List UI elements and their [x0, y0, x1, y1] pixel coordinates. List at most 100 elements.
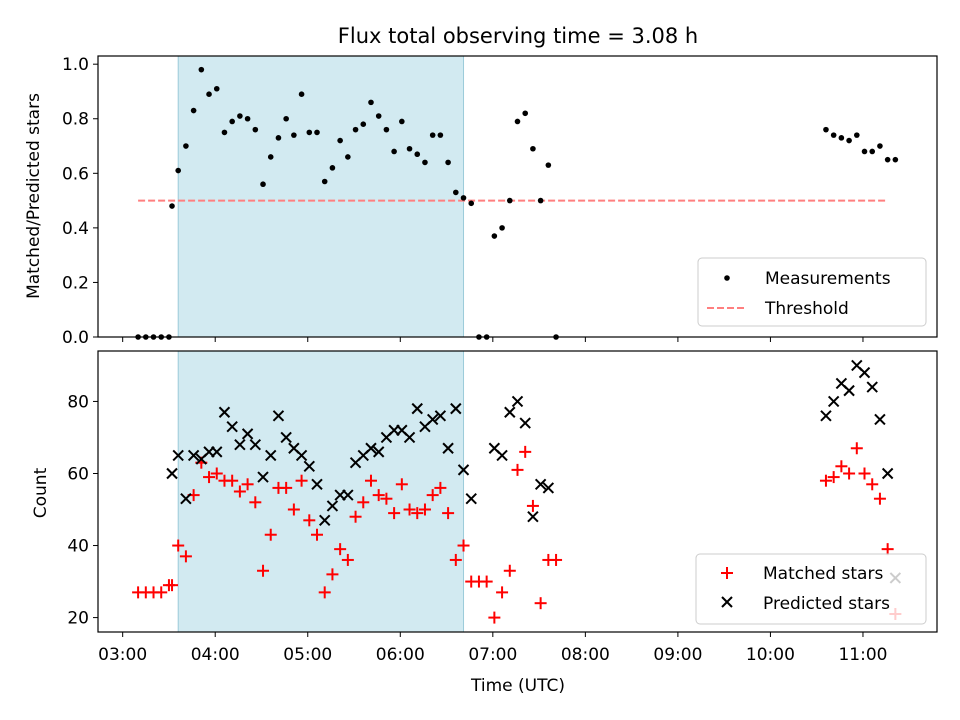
measurement-point	[329, 165, 336, 171]
predicted-star-marker	[519, 417, 531, 429]
predicted-star-marker	[450, 402, 462, 415]
y-tick-label: 60	[67, 464, 89, 484]
matched-star-marker	[249, 496, 262, 509]
bottom-x-ticks: 03:00 04:00 05:00 06:00 07:00 08:00 09:00 10:00…	[98, 632, 887, 665]
predicted-star-marker	[311, 478, 323, 491]
predicted-star-marker	[403, 431, 416, 444]
measurement-point	[830, 132, 837, 138]
predicted-star-marker	[218, 406, 231, 418]
predicted-star-marker	[342, 489, 354, 501]
bottom-axes-frame	[97, 350, 938, 633]
x-tick-label: 07:00	[468, 645, 517, 665]
predicted-star-marker	[511, 395, 524, 408]
matched-star-marker	[480, 575, 493, 588]
predicted-star-marker	[542, 482, 555, 494]
predicted-star-marker	[303, 460, 315, 472]
bottom-legend-box	[695, 553, 927, 625]
matched-star-marker	[264, 528, 277, 541]
legend-measurement-marker	[724, 275, 730, 281]
x-axis-label: Time (UTC)	[470, 676, 565, 696]
matched-star-marker	[843, 467, 856, 480]
measurement-point	[491, 233, 498, 239]
measurement-point	[545, 162, 552, 168]
matched-star-marker	[550, 553, 563, 566]
measurement-point	[368, 99, 374, 106]
predicted-star-marker	[527, 511, 539, 523]
measurement-point	[275, 135, 282, 141]
matched-star-marker	[295, 474, 308, 487]
predicted-star-marker	[843, 384, 855, 397]
measurement-point	[244, 115, 251, 122]
y-tick-label: 1.0	[62, 55, 89, 75]
matched-star-marker	[434, 481, 447, 494]
predicted-star-marker	[858, 366, 871, 379]
matched-star-marker	[172, 539, 185, 552]
measurement-point	[360, 121, 367, 128]
matched-star-marker	[449, 553, 462, 566]
chart-title: Flux total observing time = 3.08 h	[338, 24, 698, 48]
predicted-stars-markers	[166, 359, 902, 584]
measurement-point	[345, 154, 351, 160]
top-y-axis-label: Matched/Predicted stars	[24, 93, 44, 299]
matched-star-marker	[210, 467, 223, 480]
matched-star-marker	[233, 485, 246, 498]
legend-matched-marker	[721, 567, 733, 579]
matched-star-marker	[426, 489, 439, 502]
matched-star-marker	[388, 507, 401, 520]
top-shaded-region	[177, 55, 465, 338]
measurement-point	[453, 189, 459, 196]
measurement-point	[306, 129, 313, 136]
matched-star-marker	[203, 471, 216, 484]
matched-star-marker	[858, 467, 871, 480]
predicted-star-marker	[234, 438, 246, 451]
predicted-star-marker	[372, 446, 385, 458]
measurement-point	[437, 132, 444, 138]
measurement-point	[267, 154, 274, 160]
predicted-star-marker	[211, 446, 223, 458]
matched-star-marker	[488, 611, 501, 624]
x-tick-label: 03:00	[98, 645, 147, 665]
bottom-y-axis-label: Count	[31, 467, 51, 518]
top-panel: 0.0 0.2 0.4 0.6 0.8 1.0 Matched/Predicted sta…	[24, 55, 938, 348]
matched-star-marker	[357, 496, 370, 509]
matched-star-marker	[341, 553, 354, 566]
y-tick-label: 0.8	[62, 110, 89, 130]
measurement-point	[283, 115, 289, 122]
matched-star-marker	[257, 564, 270, 577]
matched-star-marker	[850, 442, 863, 455]
predicted-star-marker	[881, 467, 894, 480]
predicted-star-marker	[295, 449, 308, 462]
legend-matched-label: Matched stars	[763, 564, 883, 584]
predicted-star-marker	[874, 413, 886, 426]
matched-star-marker	[526, 499, 539, 512]
predicted-star-marker	[534, 478, 547, 491]
matched-star-marker	[835, 460, 848, 473]
measurement-point	[854, 132, 860, 138]
measurement-point	[892, 156, 899, 163]
y-tick-label: 20	[67, 609, 89, 629]
measurement-point	[252, 126, 259, 133]
bottom-shaded-region	[177, 350, 465, 633]
matched-star-marker	[287, 503, 300, 516]
measurement-point	[846, 137, 852, 144]
measurement-point	[375, 113, 382, 119]
x-tick-label: 04:00	[191, 645, 240, 665]
matched-star-marker	[534, 597, 547, 610]
measurement-point	[877, 143, 883, 149]
predicted-star-marker	[827, 395, 840, 408]
matched-star-marker	[226, 474, 239, 487]
matched-star-marker	[395, 478, 408, 491]
matched-star-marker	[318, 586, 331, 599]
measurement-point	[861, 148, 868, 155]
measurement-point	[499, 225, 505, 231]
matched-star-marker	[155, 586, 168, 599]
measurement-point	[221, 129, 228, 136]
legend-measurements-label: Measurements	[765, 269, 891, 289]
matched-star-marker	[303, 514, 316, 527]
y-tick-label: 0.4	[62, 219, 89, 239]
matched-star-marker	[349, 510, 362, 523]
matched-star-marker	[511, 463, 524, 476]
measurement-point	[530, 145, 536, 152]
matched-star-marker	[827, 471, 840, 484]
predicted-star-marker	[365, 442, 377, 454]
